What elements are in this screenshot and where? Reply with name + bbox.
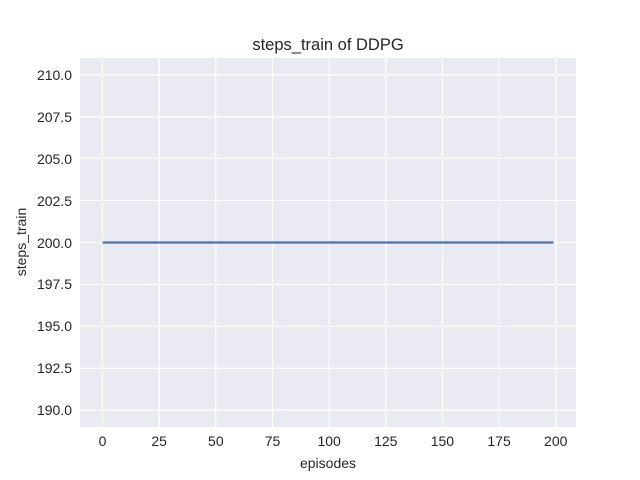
y-tick-label: 195.0 [36, 318, 72, 335]
y-tick-label: 202.5 [36, 192, 72, 209]
x-tick-label: 150 [430, 433, 455, 449]
y-tick-label: 192.5 [36, 360, 72, 377]
x-axis-label: episodes [299, 455, 357, 471]
y-tick-label: 197.5 [36, 276, 72, 293]
chart-title: steps_train of DDPG [252, 36, 404, 54]
y-tick-label: 205.0 [36, 150, 72, 167]
plot-canvas [80, 58, 576, 427]
x-tick-label: 100 [317, 433, 341, 449]
x-tick-label: 0 [98, 433, 107, 449]
x-tick-label: 50 [208, 433, 224, 449]
x-tick-label: 125 [374, 433, 398, 449]
y-axis-label: steps_train [13, 207, 29, 277]
y-tick-label: 207.5 [36, 108, 72, 125]
x-tick-label: 25 [151, 433, 167, 449]
plot-area [80, 58, 576, 427]
x-tick-label: 75 [264, 433, 281, 449]
y-tick-label: 190.0 [36, 402, 72, 419]
y-tick-label: 210.0 [36, 66, 72, 83]
y-tick-label: 200.0 [36, 234, 72, 251]
x-tick-label: 200 [544, 433, 568, 449]
x-tick-label: 175 [487, 433, 511, 449]
